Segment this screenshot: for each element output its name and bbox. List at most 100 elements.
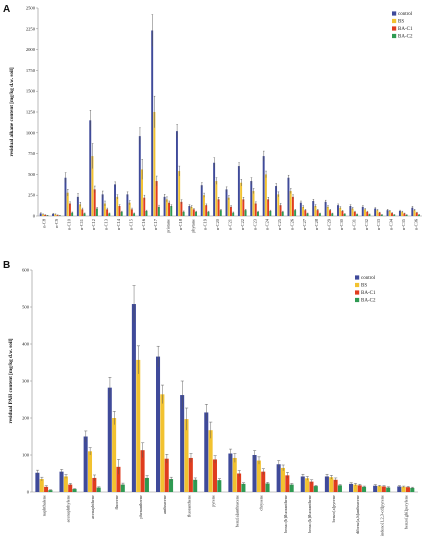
chart-a-bar — [54, 214, 57, 216]
chart-a-bar — [378, 212, 381, 216]
chart-a-bar — [287, 177, 290, 216]
chart-a-bar — [143, 197, 146, 216]
chart-b-legend-swatch — [355, 282, 360, 288]
chart-b-bar — [405, 487, 410, 492]
chart-a-bar — [170, 206, 173, 216]
chart-a-bar — [250, 181, 253, 216]
chart-a-category-label: n-C18 — [178, 218, 183, 230]
chart-a-bar — [331, 213, 334, 216]
chart-b-bar — [212, 459, 217, 492]
chart-a-y-tick-label: 1500 — [26, 89, 36, 94]
chart-a-bar — [364, 209, 366, 216]
chart-a-category-label: n-C20 — [215, 218, 220, 230]
chart-a-bar — [39, 213, 42, 216]
chart-b-bar — [324, 476, 329, 492]
chart-a-category-label: n-C13 — [104, 218, 109, 230]
chart-a-category-label: n-C27 — [302, 218, 307, 230]
chart-a-bar — [405, 215, 408, 216]
chart-b-bar — [59, 471, 64, 492]
chart-a-bar — [252, 191, 255, 216]
chart-a-legend-label: BA-C1 — [398, 27, 413, 32]
chart-a-bar — [182, 211, 185, 216]
chart-b-bar — [285, 475, 290, 492]
chart-a-category-label: n-C10 — [66, 218, 71, 230]
chart-a-category-label: n-C24 — [265, 218, 270, 230]
chart-a-bar — [68, 203, 71, 216]
chart-a-category-label: n-C14 — [116, 218, 121, 230]
chart-a-bar — [56, 215, 59, 216]
chart-b-bar — [83, 436, 88, 492]
chart-a-legend-swatch — [392, 18, 397, 24]
chart-b-bar — [241, 483, 246, 492]
chart-a-category-label: phytane — [190, 219, 195, 233]
chart-b-bar — [107, 387, 112, 492]
chart-b-bar — [184, 419, 189, 492]
chart-a-y-tick-label: 2500 — [26, 6, 36, 11]
chart-b-bar — [44, 486, 49, 492]
chart-a-bar — [114, 184, 116, 216]
chart-a-legend-label: BA-C2 — [398, 35, 413, 40]
chart-a-y-axis-title: residual alkane content [mg/kg d.w. soil… — [9, 67, 15, 156]
chart-a-bar — [306, 213, 309, 216]
chart-a-bar — [227, 197, 230, 216]
chart-a-y-tick-label: 1250 — [26, 110, 36, 115]
chart-b-bar — [136, 359, 141, 492]
chart-b-bar — [63, 476, 68, 492]
chart-a-legend-label: control — [398, 12, 413, 17]
chart-b-category-label: pyrene — [210, 495, 215, 507]
chart-a-bar — [318, 213, 321, 216]
chart-b-y-axis-title: residual PAH content [mg/kg d.w. soil] — [8, 338, 14, 423]
panel-b-letter: B — [3, 260, 10, 271]
chart-a-bar — [264, 174, 267, 216]
chart-b-bar — [289, 484, 294, 492]
chart-b-bar — [35, 472, 40, 492]
chart-a-bar — [180, 201, 183, 216]
chart-b-bar — [397, 486, 402, 492]
chart-a-bar — [314, 206, 317, 216]
chart-b-bar — [204, 412, 209, 492]
chart-a-y-tick-label: 1750 — [26, 68, 36, 73]
chart-a-bar — [324, 201, 327, 216]
chart-a-bar — [138, 136, 141, 216]
chart-a-bar — [304, 210, 307, 216]
chart-a-bar — [376, 210, 379, 216]
chart-a-category-label: n-C32 — [364, 219, 369, 230]
chart-a-bar — [83, 213, 86, 216]
chart-b-category-label: indeno[1,2,3-cd]pyrene — [379, 495, 385, 536]
panel-a-chart: 0 250 500 750 1000 1250 1500 1750 2000 2250 2500 re… — [9, 6, 422, 233]
chart-a-bar — [165, 199, 168, 216]
chart-a-bar — [275, 186, 278, 216]
chart-a-bar — [366, 211, 369, 216]
chart-a-bar — [326, 206, 329, 216]
chart-a-bar — [391, 213, 393, 216]
chart-a-bar — [91, 156, 94, 216]
chart-b-bar — [373, 485, 378, 492]
chart-a-bar — [151, 30, 154, 216]
chart-a-category-label: n-C28 — [314, 218, 319, 230]
chart-a-category-label: n-C35 — [401, 218, 406, 230]
chart-b-y-tick-label: 400 — [22, 342, 30, 347]
chart-b-category-label: chrysene — [259, 495, 264, 511]
chart-b-bar — [305, 478, 310, 492]
chart-b-bar — [140, 450, 145, 492]
chart-a-bar — [244, 210, 247, 216]
chart-b-category-label: fluoranthene — [186, 495, 191, 517]
chart-a-legend-label: BS — [398, 20, 404, 25]
chart-a-bar — [401, 211, 404, 216]
chart-a-bar — [299, 202, 302, 216]
chart-a-bar — [242, 199, 245, 216]
chart-a-category-label: n-C31 — [351, 219, 356, 230]
chart-b-bar — [337, 485, 342, 492]
chart-b-bar — [72, 489, 77, 492]
chart-a-bar — [188, 206, 191, 216]
chart-b-category-label: anthracene — [162, 495, 167, 514]
chart-a-bar — [269, 211, 272, 216]
chart-a-bar — [217, 199, 220, 216]
chart-b-legend-swatch — [355, 275, 360, 280]
chart-b-bar — [237, 473, 242, 492]
chart-a-bar — [103, 203, 106, 216]
chart-b-bar — [116, 466, 121, 492]
chart-a-bar — [353, 211, 356, 216]
chart-a-bar — [168, 202, 170, 216]
chart-a-bar — [329, 210, 332, 216]
